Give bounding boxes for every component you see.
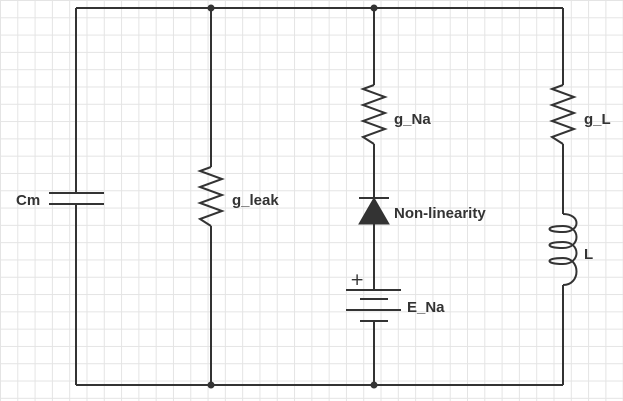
junction-dots <box>207 4 378 389</box>
battery-plus-sign: + <box>350 270 364 290</box>
inductor-symbol <box>548 213 578 286</box>
capacitor-symbol <box>49 192 104 205</box>
junction-dot <box>207 4 215 12</box>
junction-dot <box>370 381 378 389</box>
l-resistor-label: g_L <box>584 111 611 128</box>
leak-branch: g_leak <box>197 8 279 385</box>
inductive-branch: g_L L <box>548 8 611 385</box>
battery-label: E_Na <box>407 299 445 316</box>
leak-resistor-label: g_leak <box>232 192 279 209</box>
junction-dot <box>370 4 378 12</box>
battery-symbol <box>346 289 401 322</box>
diode-symbol <box>358 196 390 225</box>
na-resistor-symbol <box>360 84 388 145</box>
leak-resistor-symbol <box>197 166 225 227</box>
junction-dot <box>207 381 215 389</box>
inductor-label: L <box>584 246 593 263</box>
capacitor-branch: Cm <box>16 8 104 385</box>
capacitor-label: Cm <box>16 192 40 209</box>
sodium-branch: g_Na Non-linearity + E_Na <box>346 8 486 385</box>
na-resistor-label: g_Na <box>394 111 431 128</box>
l-resistor-symbol <box>549 84 577 145</box>
diode-label: Non-linearity <box>394 205 486 222</box>
